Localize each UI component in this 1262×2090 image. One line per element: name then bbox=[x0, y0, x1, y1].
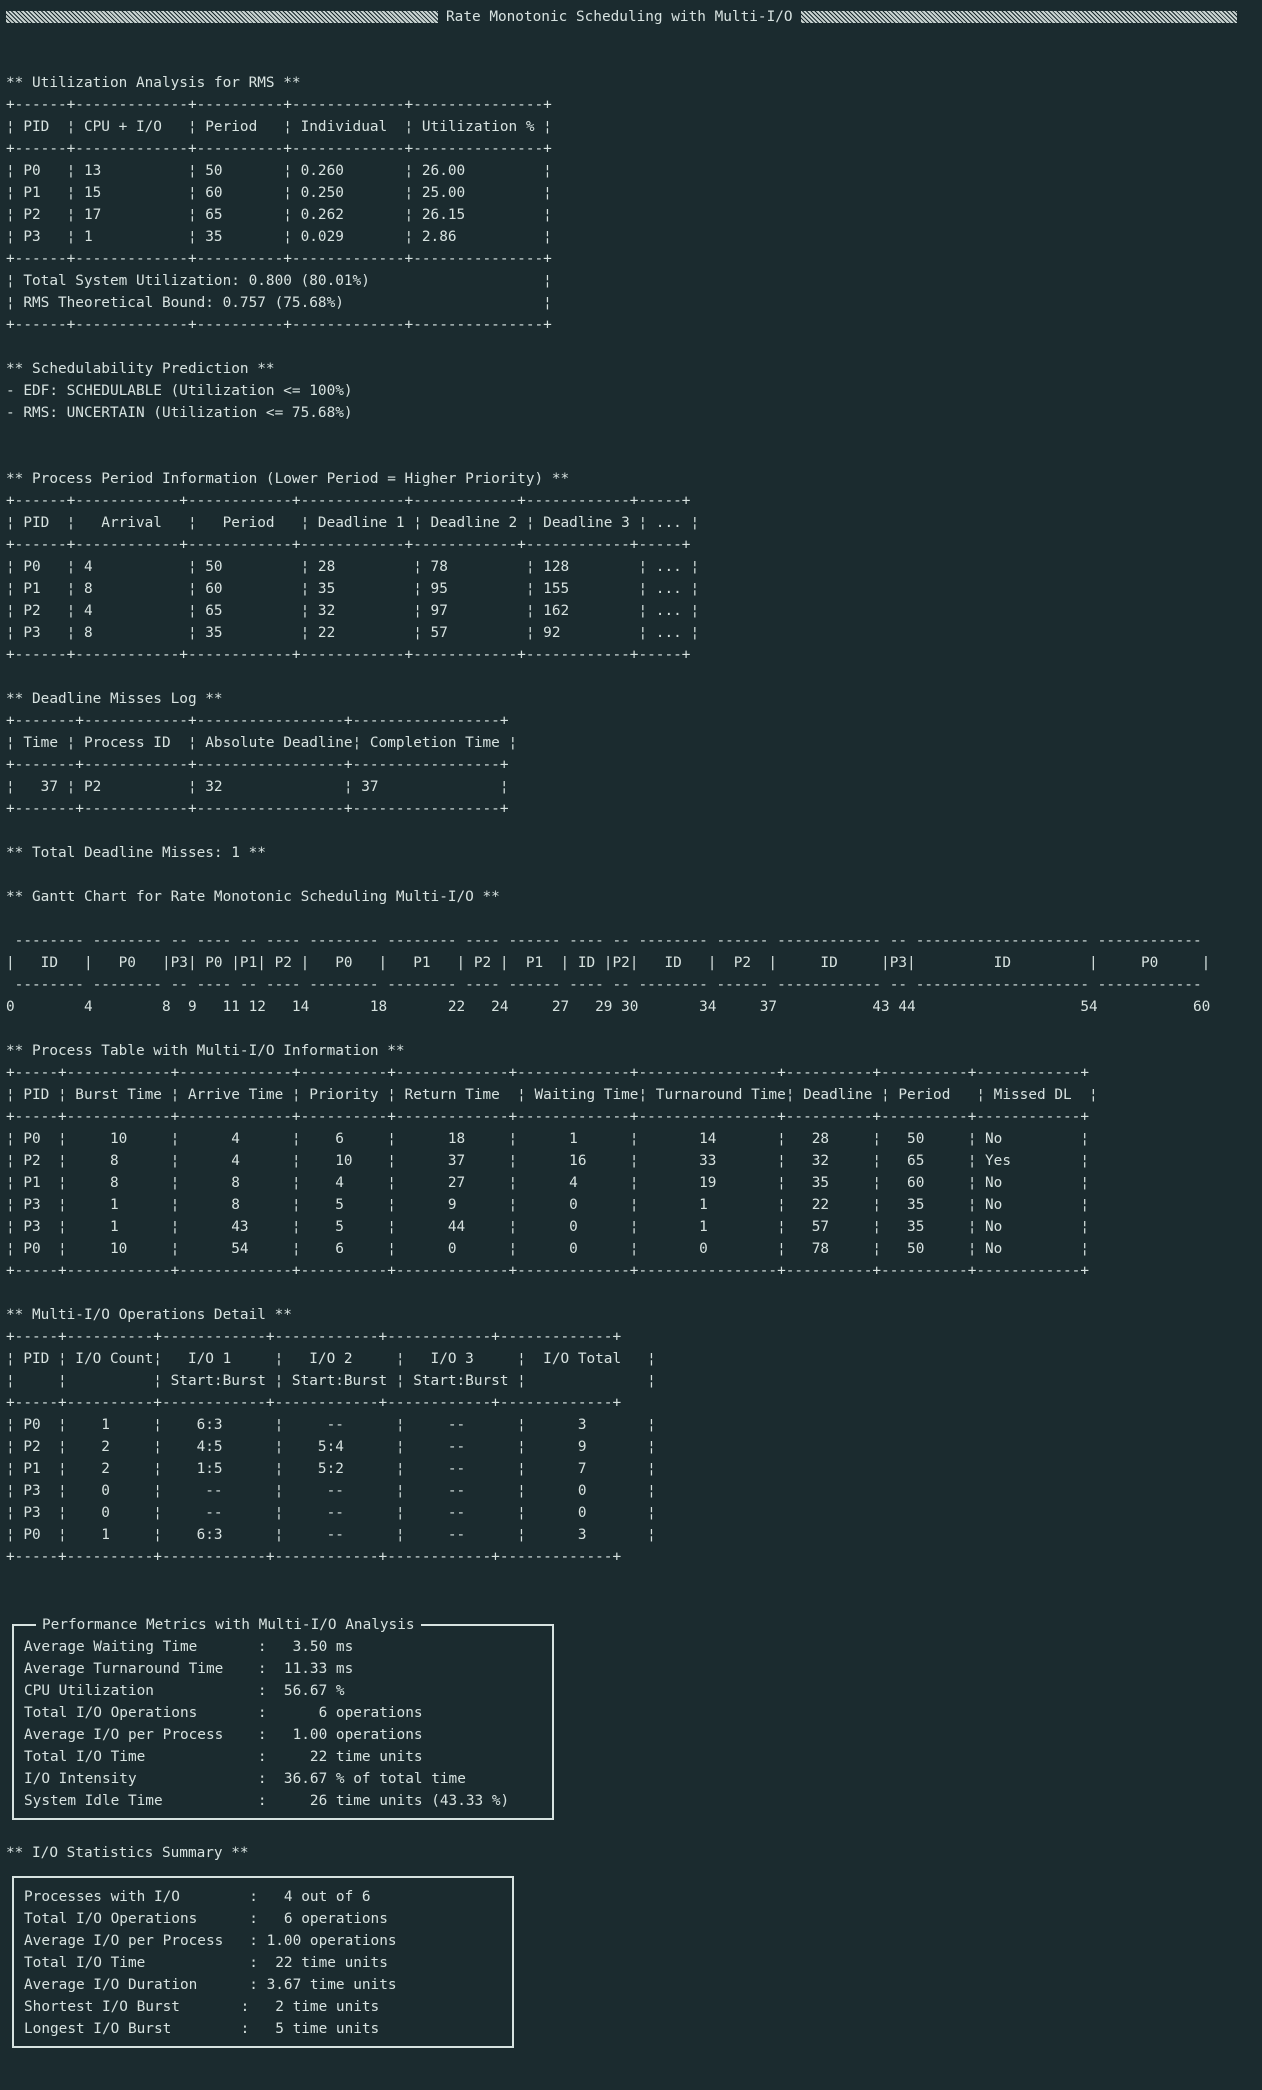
gantt-row: | ID | P0 |P3| P0 |P1| P2 | P0 | P1 | P2… bbox=[6, 955, 1211, 971]
gantt-section: ** Gantt Chart for Rate Monotonic Schedu… bbox=[6, 886, 1256, 1018]
utilization-section: ** Utilization Analysis for RMS ** +----… bbox=[6, 72, 1256, 336]
utilization-table: +------+-------------+----------+-------… bbox=[6, 97, 552, 333]
multi-io-heading: ** Multi-I/O Operations Detail ** bbox=[6, 1307, 292, 1323]
spacer bbox=[6, 908, 1256, 930]
period-section: ** Process Period Information (Lower Per… bbox=[6, 468, 1256, 666]
process-table: +-----+------------+-------------+------… bbox=[6, 1065, 1098, 1279]
schedulability-section: ** Schedulability Prediction ** - EDF: S… bbox=[6, 358, 1256, 424]
utilization-heading: ** Utilization Analysis for RMS ** bbox=[6, 75, 301, 91]
deadline-misses-section: ** Deadline Misses Log ** +-------+-----… bbox=[6, 688, 1256, 864]
performance-metrics-box: Performance Metrics with Multi-I/O Analy… bbox=[12, 1614, 554, 1820]
terminal-output: Rate Monotonic Scheduling with Multi-I/O… bbox=[6, 6, 1256, 2084]
schedulability-heading: ** Schedulability Prediction ** bbox=[6, 361, 275, 377]
spacer bbox=[6, 666, 1256, 688]
page-title: Rate Monotonic Scheduling with Multi-I/O bbox=[446, 9, 793, 25]
deadline-misses-table: +-------+------------+-----------------+… bbox=[6, 713, 518, 817]
process-table-section: ** Process Table with Multi-I/O Informat… bbox=[6, 1040, 1256, 1282]
spacer bbox=[6, 50, 1256, 72]
period-heading: ** Process Period Information (Lower Per… bbox=[6, 471, 570, 487]
title-banner: Rate Monotonic Scheduling with Multi-I/O bbox=[6, 6, 1256, 28]
period-table: +------+------------+------------+------… bbox=[6, 493, 700, 663]
multi-io-section: ** Multi-I/O Operations Detail ** +-----… bbox=[6, 1304, 1256, 1568]
spacer bbox=[6, 1820, 1256, 1842]
performance-metrics-body: Average Waiting Time : 3.50 ms Average T… bbox=[24, 1639, 510, 1809]
spacer bbox=[6, 424, 1256, 468]
process-table-heading: ** Process Table with Multi-I/O Informat… bbox=[6, 1043, 405, 1059]
banner-fill-right bbox=[800, 11, 1237, 23]
io-statistics-heading: ** I/O Statistics Summary ** bbox=[6, 1845, 249, 1861]
schedulability-lines: - EDF: SCHEDULABLE (Utilization <= 100%)… bbox=[6, 383, 353, 421]
spacer bbox=[6, 820, 1256, 842]
deadline-misses-total: ** Total Deadline Misses: 1 ** bbox=[6, 845, 266, 861]
spacer bbox=[6, 1282, 1256, 1304]
banner-fill-left bbox=[6, 11, 438, 23]
spacer bbox=[6, 1568, 1256, 1612]
io-statistics-body: Processes with I/O : 4 out of 6 Total I/… bbox=[24, 1889, 397, 2037]
io-statistics-section: ** I/O Statistics Summary ** Processes w… bbox=[6, 1842, 1256, 2048]
gantt-heading: ** Gantt Chart for Rate Monotonic Schedu… bbox=[6, 889, 500, 905]
spacer bbox=[6, 336, 1256, 358]
performance-metrics-title: Performance Metrics with Multi-I/O Analy… bbox=[36, 1614, 421, 1636]
deadline-misses-heading: ** Deadline Misses Log ** bbox=[6, 691, 223, 707]
spacer bbox=[6, 1018, 1256, 1040]
gantt-bottom-border: -------- -------- -- ---- -- ---- ------… bbox=[6, 977, 1202, 993]
gantt-top-border: -------- -------- -- ---- -- ---- ------… bbox=[6, 933, 1202, 949]
io-statistics-box: Processes with I/O : 4 out of 6 Total I/… bbox=[12, 1876, 514, 2048]
multi-io-table: +-----+----------+------------+---------… bbox=[6, 1329, 656, 1565]
gantt-timeline: 0 4 8 9 11 12 14 18 22 24 27 29 30 34 37… bbox=[6, 999, 1211, 1015]
spacer bbox=[6, 864, 1256, 886]
